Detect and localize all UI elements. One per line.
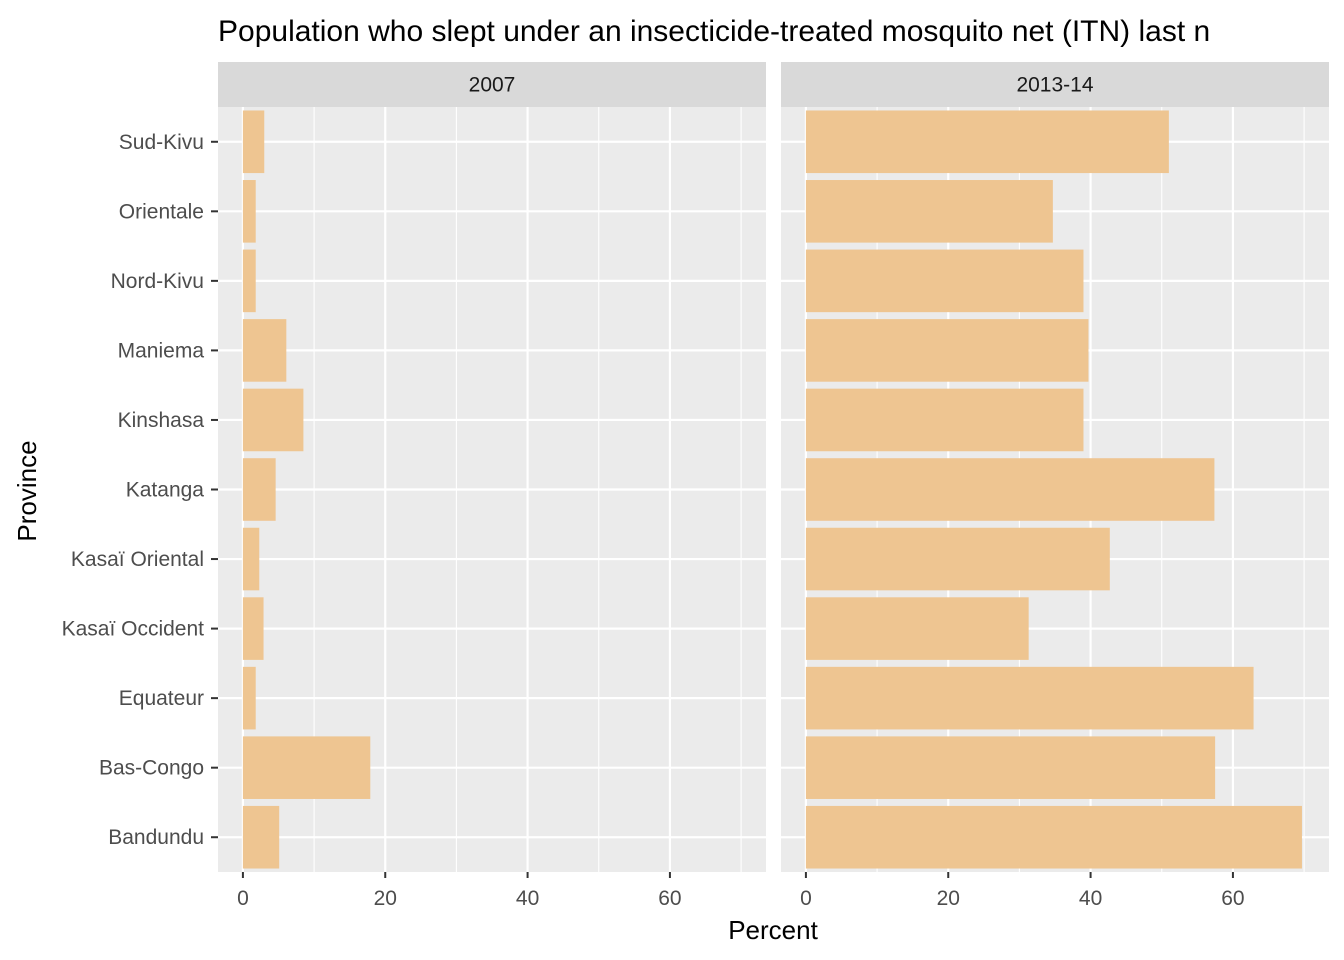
- x-tick-label: 60: [1221, 887, 1244, 910]
- bar-kinshasa: [805, 388, 1084, 452]
- facet-strip-label: 2013-14: [1016, 74, 1093, 97]
- bar-nord-kivu: [242, 249, 256, 313]
- y-tick-label: Maniema: [118, 339, 205, 362]
- bar-orientale: [242, 180, 256, 243]
- bar-bas-congo: [805, 736, 1216, 799]
- bar-equateur: [805, 666, 1254, 730]
- facet-panel-2007: 2007 0 20 40 60: [218, 62, 766, 910]
- bar-sud-kivu: [242, 110, 265, 174]
- y-axis: Sud-Kivu Orientale Nord-Kivu Maniema Kinshas…: [62, 131, 218, 849]
- y-tick-label: Kasaï Oriental: [71, 548, 204, 571]
- bar-kasa-occident: [242, 597, 264, 660]
- y-tick-label: Nord-Kivu: [111, 270, 204, 293]
- bar-maniema: [242, 319, 287, 382]
- y-tick-label: Orientale: [119, 200, 204, 223]
- y-axis-title: Province: [12, 440, 42, 541]
- y-tick-label: Sud-Kivu: [119, 131, 204, 154]
- bar-kasa-occident: [805, 597, 1029, 660]
- y-tick-label: Bandundu: [108, 826, 204, 849]
- bar-sud-kivu: [805, 110, 1169, 174]
- facet-panels: 2007 0 20 40 60 2013-14 0 20 40 60: [218, 62, 1329, 910]
- bar-katanga: [805, 458, 1215, 521]
- facet-strip: [218, 62, 766, 107]
- x-tick-label: 40: [1079, 887, 1102, 910]
- facet-strip: [781, 62, 1329, 107]
- facet-panel-2013-14: 2013-14 0 20 40 60: [781, 62, 1329, 910]
- x-tick-label: 20: [374, 887, 397, 910]
- bar-maniema: [805, 319, 1089, 382]
- bar-kasa-oriental: [805, 527, 1110, 591]
- y-tick-label: Equateur: [119, 687, 204, 710]
- y-tick-label: Katanga: [126, 479, 205, 502]
- chart-title: Population who slept under an insecticid…: [218, 15, 1210, 48]
- facet-strip-label: 2007: [469, 74, 516, 97]
- x-tick-label: 60: [658, 887, 681, 910]
- bar-katanga: [242, 458, 276, 521]
- x-tick-label: 0: [800, 887, 812, 910]
- bar-bandundu: [805, 805, 1302, 869]
- bar-equateur: [242, 666, 256, 730]
- bar-kasa-oriental: [242, 527, 260, 591]
- bar-kinshasa: [242, 388, 304, 452]
- y-tick-label: Kinshasa: [118, 409, 205, 432]
- bar-orientale: [805, 180, 1053, 243]
- bar-bandundu: [242, 805, 280, 869]
- x-tick-label: 20: [937, 887, 960, 910]
- bar-bas-congo: [242, 736, 371, 799]
- y-tick-label: Bas-Congo: [99, 757, 204, 780]
- bar-nord-kivu: [805, 249, 1084, 313]
- x-tick-label: 40: [516, 887, 539, 910]
- x-tick-label: 0: [237, 887, 249, 910]
- y-tick-label: Kasaï Occident: [62, 618, 205, 641]
- x-axis-title: Percent: [728, 915, 818, 945]
